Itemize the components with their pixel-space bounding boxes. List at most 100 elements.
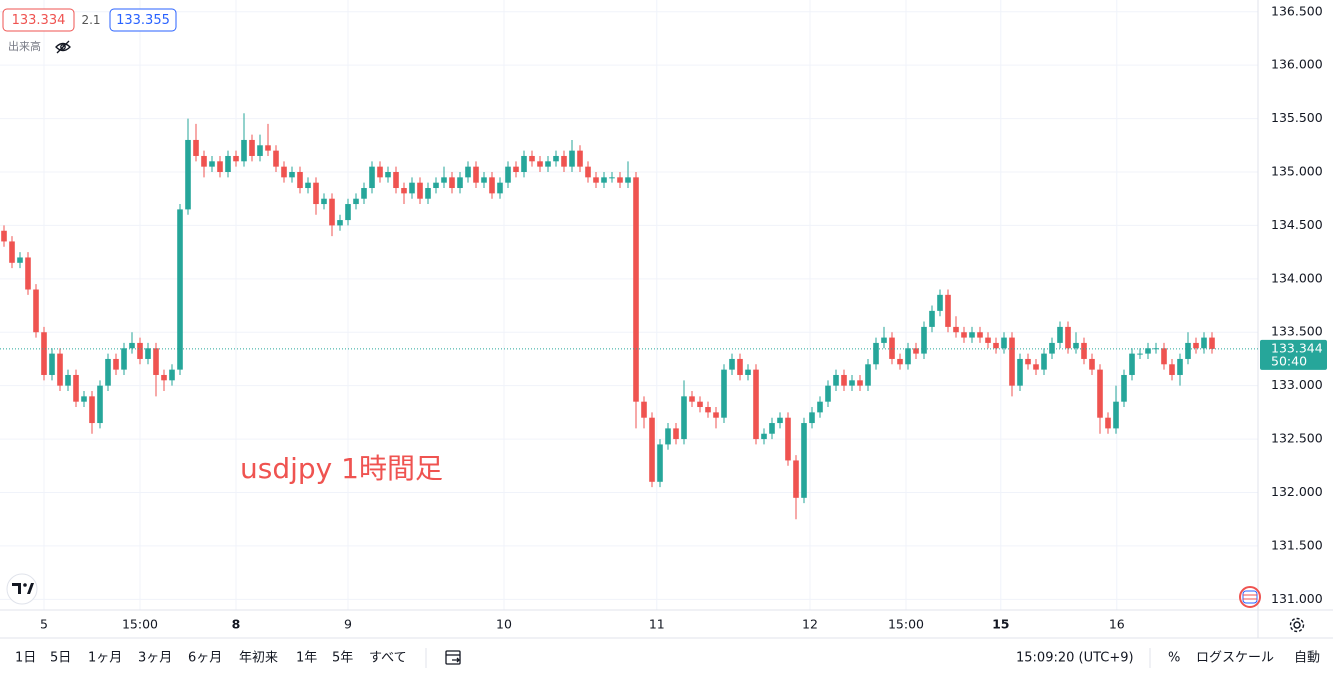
candle-body bbox=[609, 177, 615, 179]
candle-body bbox=[849, 380, 855, 386]
candle-body bbox=[385, 171, 391, 178]
candle-body bbox=[417, 182, 423, 199]
range-button[interactable]: 年初来 bbox=[239, 651, 278, 666]
candle-body bbox=[833, 374, 839, 386]
candle-body bbox=[1113, 401, 1119, 429]
candle-body bbox=[289, 171, 295, 178]
candle-body bbox=[905, 348, 911, 365]
candle-body bbox=[73, 374, 79, 402]
candle-body bbox=[777, 417, 783, 424]
candle-body bbox=[401, 188, 407, 194]
hide-icon[interactable] bbox=[55, 40, 71, 54]
range-button[interactable]: 3ヶ月 bbox=[138, 651, 172, 666]
candle-body bbox=[377, 166, 383, 178]
candle-body bbox=[713, 412, 719, 418]
candle-body bbox=[1105, 417, 1111, 429]
candle-body bbox=[481, 177, 487, 183]
candle-body bbox=[1201, 337, 1207, 349]
range-button[interactable]: 5日 bbox=[50, 651, 71, 666]
settings-icon[interactable] bbox=[1289, 617, 1305, 633]
x-tick-label: 8 bbox=[232, 617, 241, 632]
candle-body bbox=[273, 150, 279, 167]
flag-icon[interactable] bbox=[1239, 586, 1261, 608]
log-toggle[interactable]: ログスケール bbox=[1196, 651, 1274, 666]
candle-body bbox=[113, 358, 119, 370]
y-tick-label: 135.000 bbox=[1271, 163, 1323, 178]
percent-toggle[interactable]: % bbox=[1168, 651, 1180, 666]
y-tick-label: 136.000 bbox=[1271, 57, 1323, 72]
x-tick-label: 9 bbox=[344, 617, 352, 632]
y-tick-label: 131.500 bbox=[1271, 537, 1323, 552]
candle-body bbox=[513, 166, 519, 172]
candle-body bbox=[225, 155, 231, 172]
candle-body bbox=[929, 310, 935, 327]
y-tick-label: 134.500 bbox=[1271, 217, 1323, 232]
candle-body bbox=[361, 188, 367, 199]
range-button[interactable]: 5年 bbox=[332, 651, 353, 666]
candle-body bbox=[305, 182, 311, 189]
auto-toggle[interactable]: 自動 bbox=[1294, 651, 1320, 666]
candle-body bbox=[953, 326, 959, 333]
countdown: 50:40 bbox=[1271, 353, 1307, 368]
candles bbox=[1, 113, 1215, 520]
candle-body bbox=[569, 150, 575, 167]
candle-body bbox=[169, 369, 175, 381]
candle-body bbox=[1001, 337, 1007, 349]
candle-body bbox=[1145, 348, 1151, 354]
y-tick-label: 132.000 bbox=[1271, 484, 1323, 499]
last-price-box bbox=[1260, 339, 1327, 370]
candle-body bbox=[729, 358, 735, 370]
candle-body bbox=[441, 177, 447, 183]
x-tick-label: 11 bbox=[649, 617, 665, 632]
candle-body bbox=[161, 374, 167, 381]
spread: 2.1 bbox=[81, 13, 100, 27]
candle-body bbox=[121, 348, 127, 370]
clock[interactable]: 15:09:20 (UTC+9) bbox=[1016, 651, 1134, 666]
candle-body bbox=[1073, 342, 1079, 349]
range-button[interactable]: 1年 bbox=[296, 651, 317, 666]
date-range-icon[interactable] bbox=[445, 650, 461, 665]
candle-body bbox=[1081, 342, 1087, 359]
candle-body bbox=[281, 166, 287, 178]
grid bbox=[0, 0, 1258, 610]
candle-body bbox=[9, 241, 15, 263]
candle-body bbox=[329, 198, 335, 226]
candle-body bbox=[129, 342, 135, 349]
range-button[interactable]: 6ヶ月 bbox=[188, 651, 222, 666]
candle-body bbox=[193, 139, 199, 156]
candle-body bbox=[753, 369, 759, 440]
bid-box[interactable] bbox=[2, 8, 75, 32]
y-tick-label: 135.500 bbox=[1271, 110, 1323, 125]
candle-body bbox=[1049, 342, 1055, 354]
candle-body bbox=[505, 166, 511, 183]
x-tick-label: 16 bbox=[1109, 617, 1125, 632]
candle-body bbox=[65, 374, 71, 386]
x-tick-label: 12 bbox=[802, 617, 818, 632]
candle-body bbox=[321, 198, 327, 205]
candle-body bbox=[457, 177, 463, 189]
candle-body bbox=[1033, 364, 1039, 370]
candle-body bbox=[801, 423, 807, 498]
range-button[interactable]: 1ヶ月 bbox=[88, 651, 122, 666]
candle-body bbox=[785, 417, 791, 461]
candle-body bbox=[313, 182, 319, 205]
range-button[interactable]: すべて bbox=[369, 651, 407, 666]
candle-body bbox=[769, 423, 775, 434]
candle-body bbox=[993, 342, 999, 349]
candle-body bbox=[545, 161, 551, 167]
candle-body bbox=[1041, 353, 1047, 370]
candle-body bbox=[537, 161, 543, 167]
candle-body bbox=[241, 139, 247, 162]
candle-body bbox=[473, 166, 479, 183]
candle-body bbox=[585, 166, 591, 178]
candle-body bbox=[489, 177, 495, 194]
tv-logo[interactable] bbox=[6, 573, 38, 605]
candle-body bbox=[865, 364, 871, 386]
candle-body bbox=[257, 145, 263, 156]
y-tick-label: 131.000 bbox=[1271, 591, 1323, 606]
ask-box[interactable] bbox=[109, 8, 177, 32]
candle-body bbox=[817, 401, 823, 413]
candle-body bbox=[497, 182, 503, 194]
range-button[interactable]: 1日 bbox=[15, 651, 36, 666]
